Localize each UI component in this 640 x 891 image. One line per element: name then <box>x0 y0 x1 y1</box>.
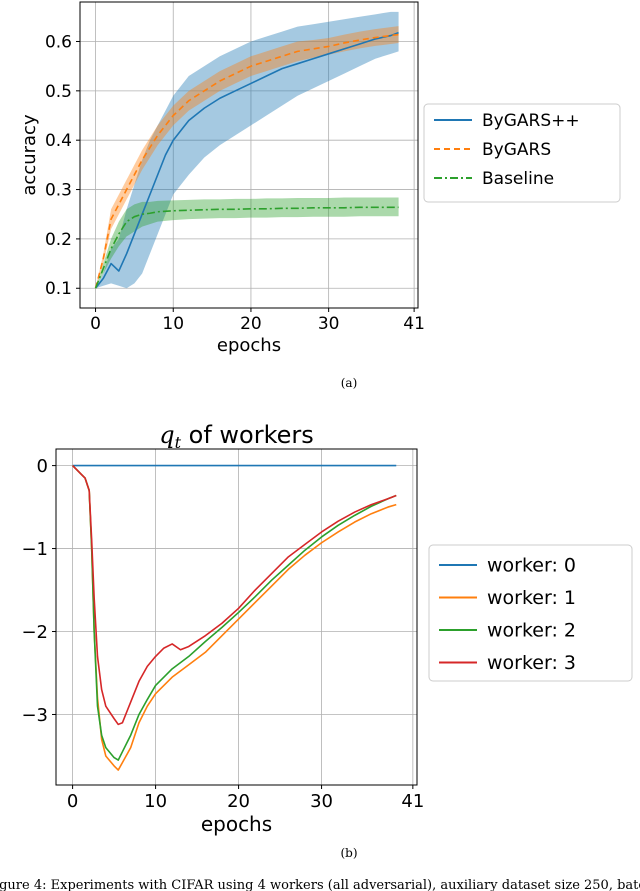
panel-label: (a) <box>341 376 358 390</box>
x-tick-label: 20 <box>227 791 250 812</box>
x-tick-label: 10 <box>162 314 184 334</box>
x-tick-label: 10 <box>144 791 167 812</box>
y-tick-label: 0.4 <box>45 131 72 151</box>
plot-frame <box>79 1 419 309</box>
x-tick-label: 41 <box>401 791 424 812</box>
y-tick-label: 0.5 <box>45 82 72 102</box>
legend-label: Baseline <box>482 169 554 189</box>
title-rest: of workers <box>181 421 314 449</box>
confidence-band-0 <box>95 11 399 289</box>
x-tick-label: 41 <box>403 314 425 334</box>
chart-a: 0 10 20 30 41 0.1 0.2 0.3 0.4 0.5 0.6 epochs accurac… <box>19 1 621 390</box>
y-tick-label: −3 <box>21 705 48 726</box>
x-tick-label: 20 <box>240 314 262 334</box>
x-axis-label: epochs <box>201 812 272 836</box>
legend-label: worker: 2 <box>487 620 576 642</box>
panel-label: (b) <box>340 846 357 860</box>
legend-label: ByGARS++ <box>482 111 580 131</box>
y-tick-label: −1 <box>21 539 48 560</box>
y-tick-label: −2 <box>21 622 48 643</box>
title-subscript: t <box>175 433 182 452</box>
chart-b: 0 10 20 30 41 0 −1 −2 −3 epochs qt of workers worke… <box>21 421 633 860</box>
figure-caption: Figure 4: Experiments with CIFAR using 4… <box>0 878 640 891</box>
y-tick-label: 0.2 <box>45 230 72 250</box>
y-tick-label: 0.1 <box>45 279 72 299</box>
confidence-band-2 <box>95 197 399 289</box>
series-line-3 <box>72 465 397 726</box>
x-tick-label: 30 <box>310 791 333 812</box>
legend-label: worker: 1 <box>487 587 576 609</box>
title-symbol: q <box>159 421 174 449</box>
x-axis-label: epochs <box>217 335 281 356</box>
legend-label: ByGARS <box>482 140 551 160</box>
chart-title: qt of workers <box>159 421 314 452</box>
legend-label: worker: 3 <box>487 652 576 674</box>
x-tick-label: 30 <box>318 314 340 334</box>
plot-frame <box>55 448 418 786</box>
legend: ByGARS++ ByGARS Baseline <box>423 103 621 203</box>
x-tick-label: 0 <box>90 314 101 334</box>
x-tick-label: 0 <box>67 791 78 812</box>
series-line-2 <box>94 206 399 289</box>
series-line-0 <box>94 31 399 289</box>
legend-box <box>423 103 621 203</box>
y-axis-label: accuracy <box>19 114 40 196</box>
series-line-1 <box>72 465 397 771</box>
legend: worker: 0 worker: 1 worker: 2 worker: 3 <box>428 544 633 682</box>
legend-label: worker: 0 <box>487 555 576 577</box>
y-tick-label: 0.3 <box>45 180 72 200</box>
y-tick-label: 0.6 <box>45 32 72 52</box>
series-line-1 <box>94 33 399 289</box>
legend-box <box>428 544 633 682</box>
y-tick-label: 0 <box>37 456 48 477</box>
